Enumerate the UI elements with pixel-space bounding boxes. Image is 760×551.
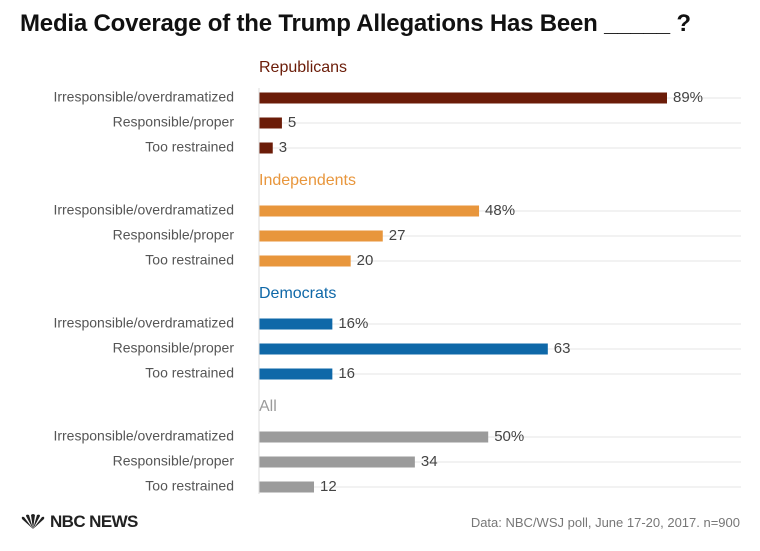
source-note: Data: NBC/WSJ poll, June 17-20, 2017. n=… <box>470 515 740 530</box>
value-label: 20 <box>357 252 374 269</box>
bar <box>259 343 548 355</box>
category-label: Responsible/proper <box>113 453 235 469</box>
bar <box>259 431 489 443</box>
value-label: 63 <box>554 340 571 357</box>
value-label: 48% <box>485 202 515 219</box>
category-label: Too restrained <box>145 478 234 494</box>
nbc-news-logo: NBC NEWS <box>20 512 138 532</box>
peacock-icon <box>21 514 45 529</box>
category-label: Too restrained <box>145 252 234 268</box>
value-label: 12 <box>320 478 337 495</box>
bar <box>259 456 415 468</box>
group-heading: Independents <box>259 172 356 189</box>
chart-title: Media Coverage of the Trump Allegations … <box>20 10 691 37</box>
category-label: Too restrained <box>145 365 234 381</box>
value-label: 5 <box>288 114 296 131</box>
group-heading: Republicans <box>259 59 347 76</box>
category-label: Too restrained <box>145 139 234 155</box>
category-label: Irresponsible/overdramatized <box>53 202 234 218</box>
bar <box>259 230 383 242</box>
logo-text: NBC NEWS <box>50 512 138 531</box>
value-label: 16 <box>338 365 355 382</box>
bar <box>259 368 333 380</box>
bar <box>259 481 315 493</box>
group-heading: All <box>259 398 277 415</box>
bar <box>259 255 351 267</box>
category-label: Irresponsible/overdramatized <box>53 315 234 331</box>
category-label: Responsible/proper <box>113 114 235 130</box>
bar <box>259 318 333 330</box>
category-label: Irresponsible/overdramatized <box>53 89 234 105</box>
value-label: 16% <box>338 315 368 332</box>
group-heading: Democrats <box>259 285 336 302</box>
value-label: 89% <box>673 89 703 106</box>
value-label: 34 <box>421 453 438 470</box>
bar <box>259 205 480 217</box>
bar <box>259 142 273 154</box>
category-label: Responsible/proper <box>113 340 235 356</box>
value-label: 27 <box>389 227 406 244</box>
value-label: 50% <box>494 428 524 445</box>
bar <box>259 117 282 129</box>
category-label: Responsible/proper <box>113 227 235 243</box>
category-label: Irresponsible/overdramatized <box>53 428 234 444</box>
value-label: 3 <box>279 139 287 156</box>
bar <box>259 92 667 104</box>
